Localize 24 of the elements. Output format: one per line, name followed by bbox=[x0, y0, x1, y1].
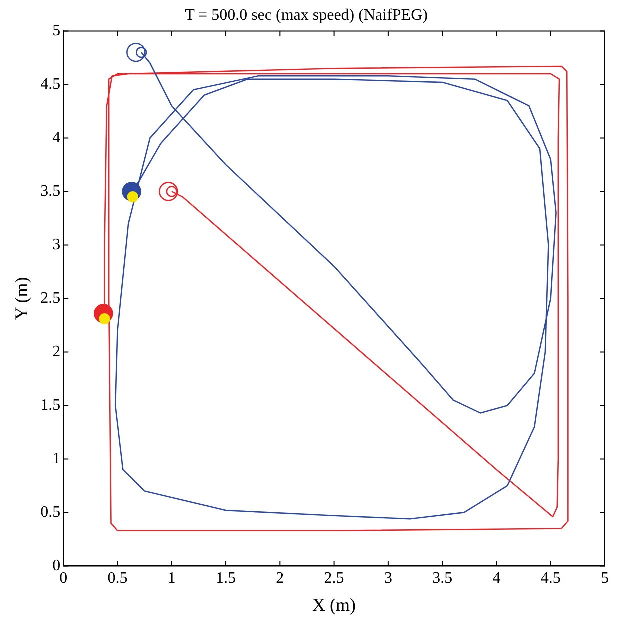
x-tick-label: 4.5 bbox=[540, 570, 561, 588]
y-tick-label: 2 bbox=[52, 343, 61, 360]
x-tick-label: 0.5 bbox=[108, 570, 128, 588]
y-tick-label: 4 bbox=[52, 129, 61, 146]
y-tick-label: 3 bbox=[52, 236, 61, 254]
y-tick-label: 5 bbox=[52, 22, 61, 40]
x-tick-label: 1.5 bbox=[216, 570, 236, 588]
chart-title: T = 500.0 sec (max speed) (NaifPEG) bbox=[185, 6, 428, 24]
x-tick-label: 2 bbox=[276, 570, 284, 588]
x-tick-label: 1 bbox=[168, 570, 176, 588]
y-tick-label: 4.5 bbox=[40, 76, 61, 93]
y-tick-label: 2.5 bbox=[40, 290, 61, 307]
x-tick-label: 3.5 bbox=[432, 570, 453, 588]
y-tick-label: 0 bbox=[52, 557, 61, 574]
x-axis-title: X (m) bbox=[312, 594, 356, 615]
y-axis-title: Y (m) bbox=[12, 277, 32, 320]
x-tick-label: 5 bbox=[601, 570, 609, 588]
x-tick-label: 3 bbox=[384, 570, 392, 588]
y-tick-label: 0.5 bbox=[40, 504, 61, 521]
x-tick-label: 4 bbox=[492, 570, 501, 588]
x-tick-label: 2.5 bbox=[324, 570, 344, 588]
y-tick-label: 1.5 bbox=[40, 396, 61, 414]
y-tick-label: 1 bbox=[52, 450, 61, 468]
y-tick-label: 3.5 bbox=[40, 182, 61, 200]
